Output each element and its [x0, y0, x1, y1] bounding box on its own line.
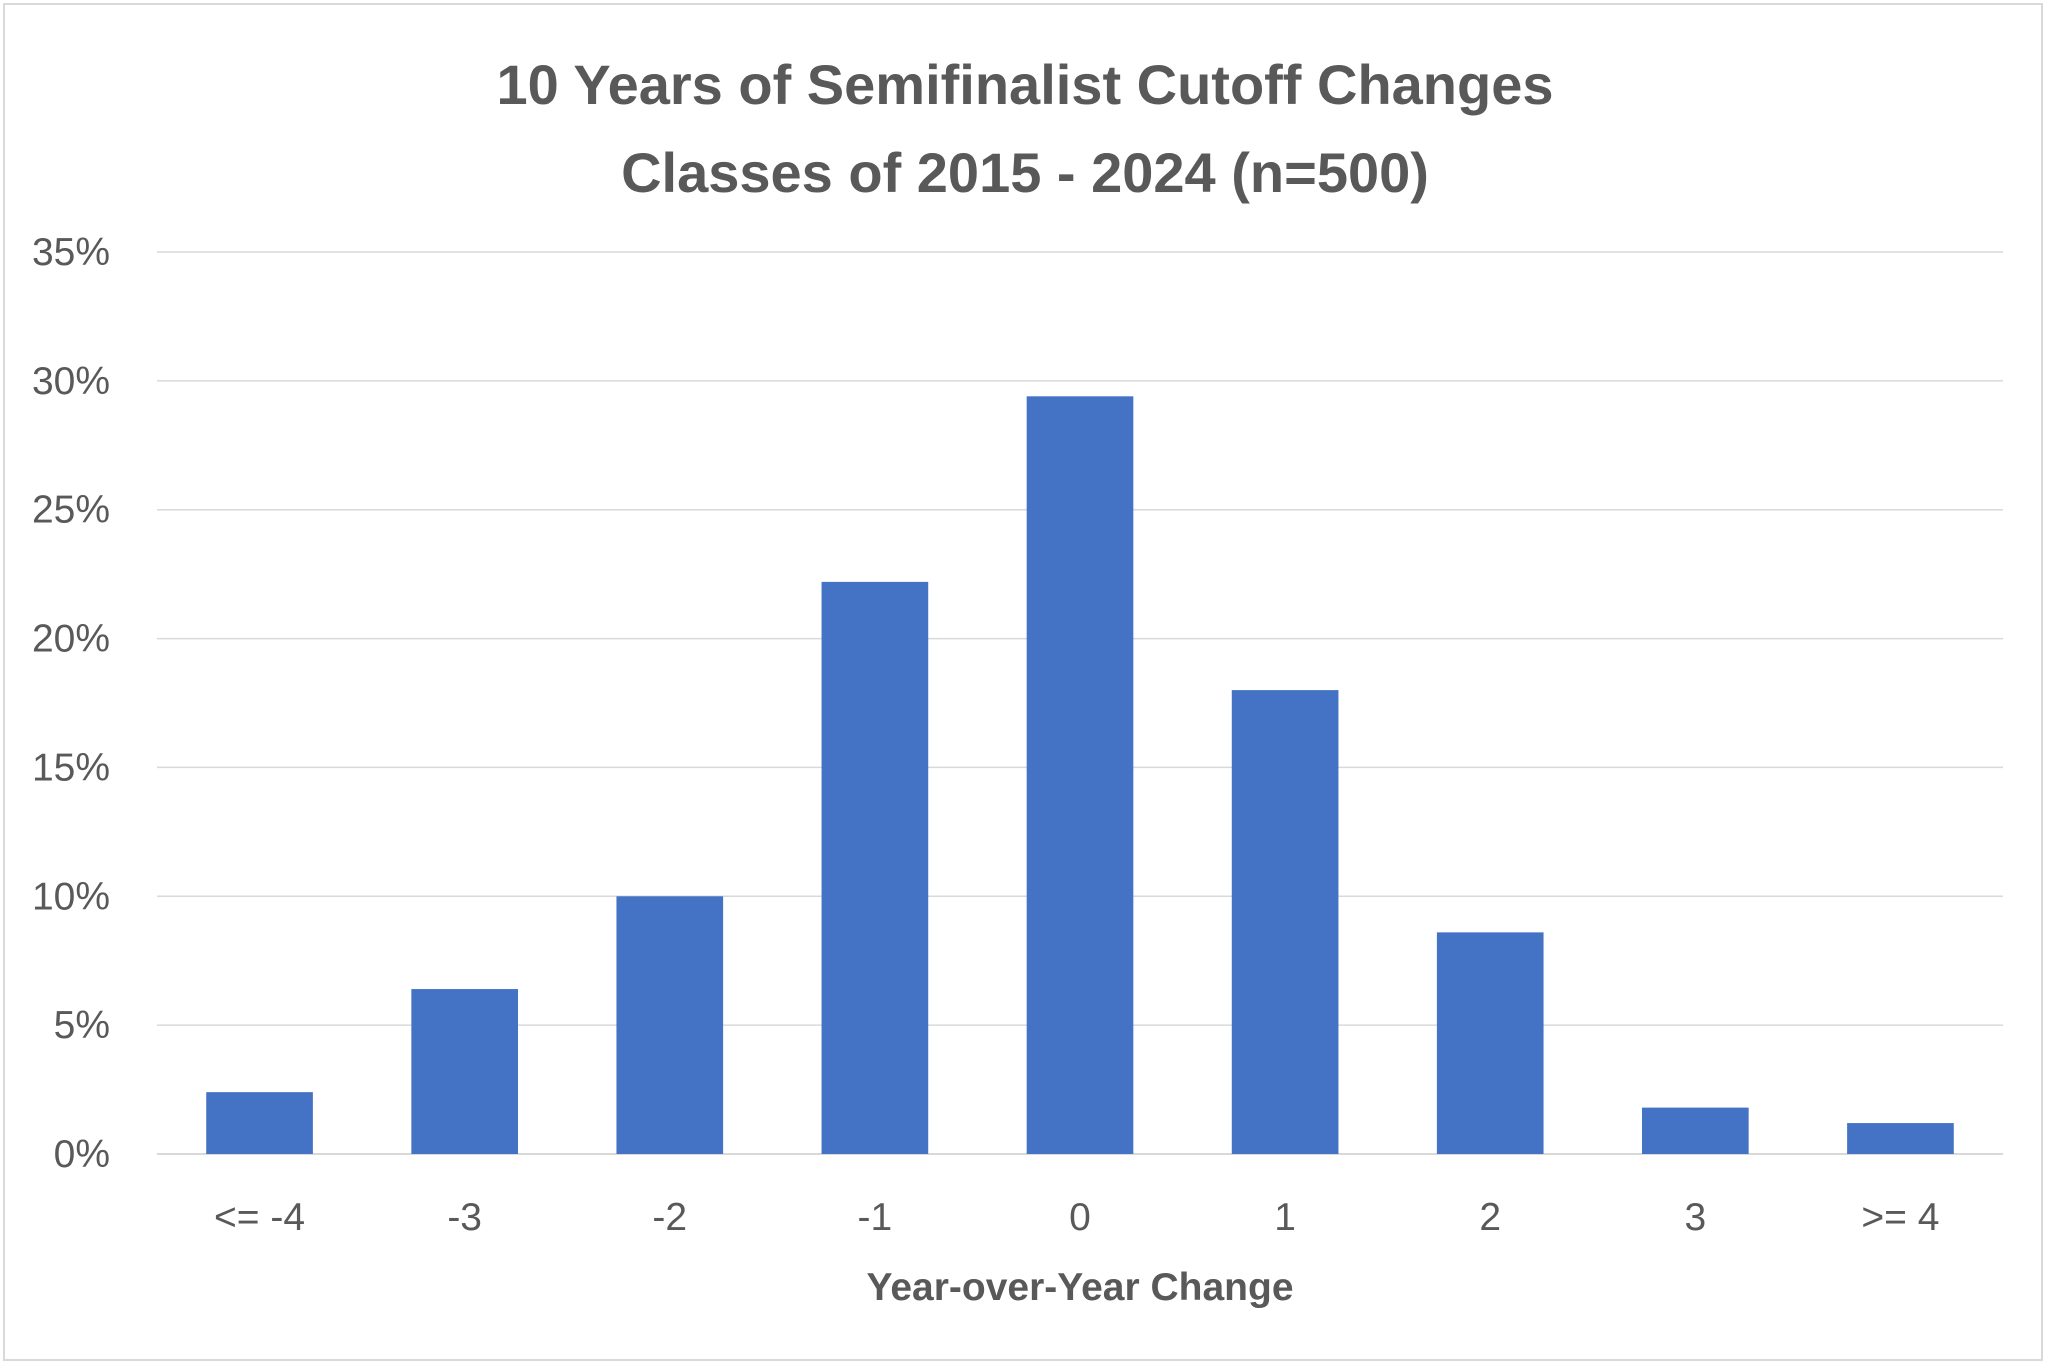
bar	[1642, 1107, 1749, 1154]
bar	[1436, 932, 1544, 1154]
x-tick-label: -1	[858, 1196, 893, 1239]
bar	[821, 581, 929, 1154]
bar	[1847, 1123, 1954, 1154]
chart-subtitle: Classes of 2015 - 2024 (n=500)	[621, 141, 1429, 204]
x-axis-title: Year-over-Year Change	[866, 1266, 1293, 1309]
bar	[1026, 396, 1134, 1154]
y-tick-label: 15%	[32, 746, 110, 789]
y-tick-label: 30%	[32, 360, 110, 403]
bar	[411, 989, 518, 1154]
y-tick-label: 25%	[32, 489, 110, 532]
x-tick-label: 1	[1274, 1196, 1296, 1239]
x-tick-label: >= 4	[1861, 1196, 1939, 1239]
y-tick-label: 5%	[54, 1004, 110, 1047]
x-tick-label: <= -4	[214, 1196, 305, 1239]
y-axis-ticks: 0% 5% 10% 15% 20% 25% 30% 35%	[32, 231, 110, 1176]
chart-title: 10 Years of Semifinalist Cutoff Changes	[496, 53, 1554, 116]
bars	[206, 396, 1954, 1154]
x-axis-ticks: <= -4 -3 -2 -1 0 1 2 3 >= 4	[214, 1196, 1939, 1239]
chart-frame: 10 Years of Semifinalist Cutoff Changes …	[3, 3, 2043, 1361]
y-tick-label: 20%	[32, 618, 110, 661]
bar	[616, 896, 724, 1154]
x-tick-label: -3	[447, 1196, 482, 1239]
y-tick-label: 35%	[32, 231, 110, 274]
y-tick-label: 10%	[32, 875, 110, 918]
bar	[1231, 690, 1339, 1154]
y-tick-label: 0%	[54, 1133, 110, 1176]
bar	[206, 1092, 313, 1154]
x-tick-label: 0	[1069, 1196, 1091, 1239]
x-tick-label: 2	[1479, 1196, 1501, 1239]
x-tick-label: -2	[652, 1196, 687, 1239]
x-tick-label: 3	[1684, 1196, 1706, 1239]
